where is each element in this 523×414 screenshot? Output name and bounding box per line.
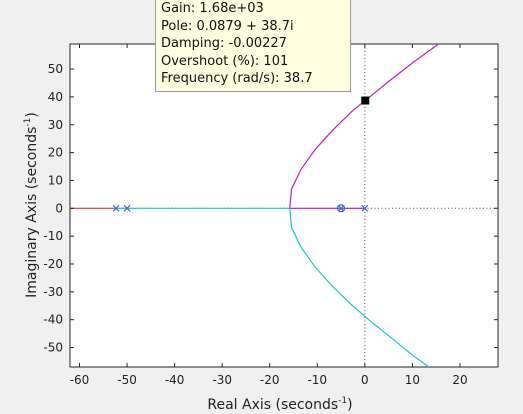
datatip-gain: Gain: 1.68e+03 (161, 1, 264, 16)
y-tick-label: 20 (48, 146, 63, 160)
x-tick-label: -40 (165, 373, 185, 387)
x-ticks: -60 -50 -40 -30 -20 -10 0 10 20 (70, 44, 468, 387)
x-tick-label: 0 (361, 373, 369, 387)
x-tick-label: -20 (260, 373, 280, 387)
zero-marker-1[interactable] (336, 204, 346, 213)
y-tick-label: 0 (55, 201, 63, 215)
locus-branches (70, 43, 439, 368)
y-tick-label: 30 (48, 118, 63, 132)
x-tick-label: 20 (452, 373, 467, 387)
x-tick-label: 10 (405, 373, 420, 387)
y-tick-label: -10 (43, 229, 63, 243)
y-tick-label: 10 (48, 173, 63, 187)
y-tick-label: 50 (48, 62, 63, 76)
x-tick-label: -30 (212, 373, 232, 387)
locus-branch-6[interactable] (289, 208, 430, 368)
y-tick-label: -40 (43, 313, 63, 327)
pole-marker-4[interactable] (337, 204, 345, 212)
plot-area[interactable] (69, 43, 499, 368)
datatip-damping: Damping: -0.00227 (161, 36, 287, 51)
pole-marker-2[interactable] (123, 204, 131, 212)
y-axis-label: Imaginary Axis (seconds-1) (23, 112, 40, 298)
y-tick-label: -20 (43, 257, 63, 271)
datatip-overshoot: Overshoot (%): 101 (161, 53, 289, 69)
y-tick-label: -30 (43, 285, 63, 299)
y-ticks: -50 -40 -30 -20 -10 0 10 20 30 40 50 (43, 62, 498, 355)
pole-marker-1[interactable] (112, 204, 120, 212)
y-tick-label: -50 (43, 341, 63, 355)
locus-branch-5[interactable] (289, 43, 439, 209)
pole-marker-3[interactable] (361, 204, 369, 212)
y-tick-label: 40 (48, 90, 63, 104)
x-tick-label: -10 (307, 373, 327, 387)
datatip-frequency: Frequency (rad/s): 38.7 (161, 71, 313, 86)
data-tip[interactable]: Gain: 1.68e+03 Pole: 0.0879 + 38.7i Damp… (155, 0, 351, 92)
x-tick-label: -50 (117, 373, 137, 387)
selected-point-marker[interactable] (361, 96, 370, 105)
x-tick-label: -60 (70, 373, 90, 387)
x-axis-label: Real Axis (seconds-1) (207, 396, 352, 413)
datatip-pole: Pole: 0.0879 + 38.7i (161, 18, 294, 34)
pole-zero-markers (112, 96, 370, 213)
